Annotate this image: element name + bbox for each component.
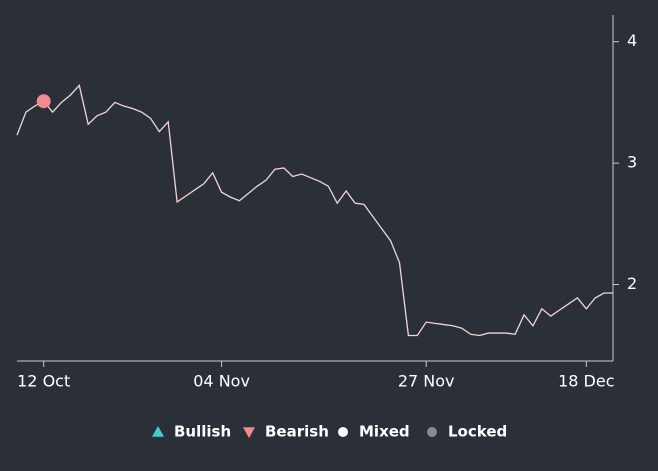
x-tick-label: 27 Nov	[398, 372, 455, 391]
legend-symbol	[338, 427, 348, 437]
x-tick-label: 04 Nov	[193, 372, 250, 391]
legend-label[interactable]: Mixed	[359, 423, 410, 441]
legend-label[interactable]: Bullish	[174, 423, 231, 441]
y-tick-label: 4	[627, 31, 637, 50]
legend-symbol	[243, 427, 255, 438]
x-tick-label: 12 Oct	[17, 372, 70, 391]
legend-symbol	[152, 426, 164, 437]
legend-symbol	[427, 427, 437, 437]
legend-label[interactable]: Locked	[448, 423, 507, 441]
price-line	[16, 84, 613, 337]
x-tick-label: 18 Dec	[558, 372, 614, 391]
event-marker	[36, 94, 51, 109]
y-tick-label: 3	[627, 153, 637, 172]
y-tick-label: 2	[627, 274, 637, 293]
legend-label[interactable]: Bearish	[265, 423, 329, 441]
